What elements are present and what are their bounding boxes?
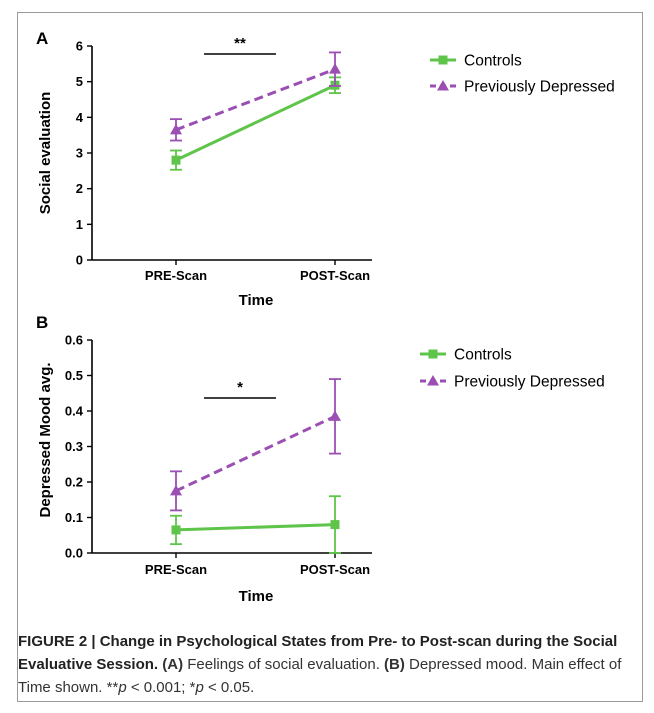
data-point-triangle [329,63,341,74]
caption-a-label: (A) [162,656,184,673]
data-point-triangle [329,410,341,421]
x-tick-label: PRE-Scan [145,562,207,577]
x-axis-title: Time [239,292,274,309]
data-point-triangle [170,123,182,135]
caption-p-symbol-2: p [195,679,204,696]
legend-marker-square [428,349,438,359]
x-tick-label: POST-Scan [300,268,370,283]
series-line [175,67,336,132]
caption-threshold-1: < 0.001; * [126,679,196,696]
y-axis-title: Social evaluation [37,92,54,215]
y-tick-label: 1 [76,217,83,232]
legend-marker-triangle [437,80,449,91]
y-tick-label: 0.4 [65,404,84,419]
series-line [175,523,336,532]
legend-label: Controls [464,53,522,70]
y-tick-label: 0.0 [65,546,83,561]
legend-label: Previously Depressed [454,374,605,391]
y-tick-label: 0.5 [65,368,83,383]
x-tick-label: POST-Scan [300,562,370,577]
y-tick-label: 3 [76,146,83,161]
y-tick-label: 5 [76,74,83,89]
y-tick-label: 0.3 [65,439,83,454]
y-tick-label: 6 [76,39,83,54]
y-tick-label: 2 [76,181,83,196]
data-point-square [171,525,181,535]
series-line [175,83,336,162]
data-point-square [171,155,181,165]
legend-marker-square [438,55,448,65]
y-tick-label: 0.6 [65,333,83,348]
y-tick-label: 4 [76,110,84,125]
significance-marker: ** [234,35,246,52]
y-tick-label: 0 [76,253,83,268]
figure-caption: FIGURE 2 | Change in Psychological State… [18,630,638,699]
panel-b-chart: B 0.0 0.1 0.2 0.3 0.4 0.5 0.6 PRE-Scan POST-Scan T… [36,313,605,605]
data-point-square [330,520,340,530]
panel-letter: A [36,29,48,48]
significance-marker: * [237,379,243,396]
data-point-triangle [170,484,182,496]
y-tick-label: 0.2 [65,475,83,490]
legend-label: Previously Depressed [464,79,615,96]
caption-threshold-2: < 0.05. [203,679,255,696]
x-tick-label: PRE-Scan [145,268,207,283]
caption-a-text: Feelings of social evaluation. [187,656,380,673]
panel-letter: B [36,313,48,332]
caption-p-symbol-1: p [118,679,127,696]
series-line [175,414,336,493]
caption-b-text: Depressed mood. Main effect of Time show… [18,656,622,696]
y-axis-title: Depressed Mood avg. [37,362,54,517]
figure-frame [17,12,643,702]
caption-b-label: (B) [384,656,405,673]
y-tick-label: 0.1 [65,510,83,525]
legend-label: Controls [454,347,512,364]
x-axis-title: Time [239,588,274,605]
panel-a-chart: A 0 1 2 3 4 5 6 PRE-Scan POST-Scan Time Social eval… [36,29,615,309]
caption-title: FIGURE 2 | Change in Psychological State… [18,633,618,673]
legend-marker-triangle [427,375,439,386]
